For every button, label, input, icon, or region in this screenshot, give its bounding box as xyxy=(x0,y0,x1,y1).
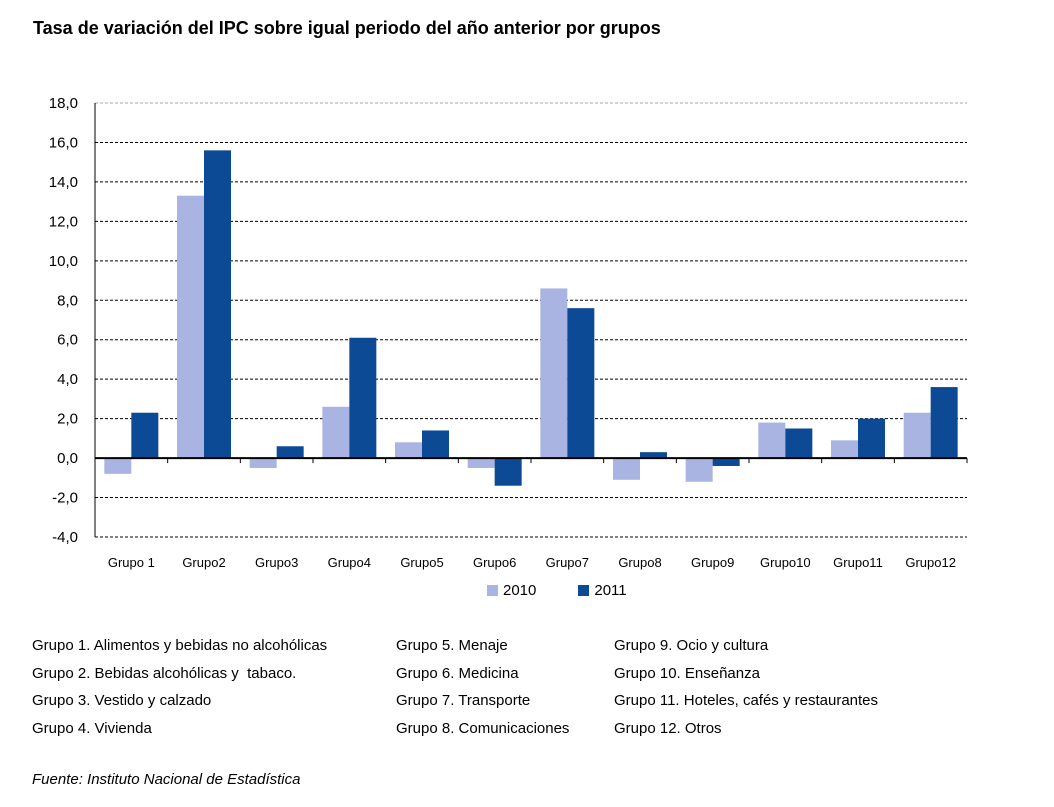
legend-label-2011: 2011 xyxy=(594,582,627,599)
x-tick-label: Grupo10 xyxy=(760,555,811,570)
bar-2010 xyxy=(831,440,858,459)
bar-chart: -4,0 -2,0 0,0 2,0 4,0 6,0 8,0 10,0 12,0 14,0 16,0 1… xyxy=(49,95,968,570)
x-tick-label: Grupo6 xyxy=(473,555,516,570)
bar-2011 xyxy=(131,412,159,459)
bar-2011 xyxy=(858,418,885,459)
group-note: Grupo 9. Ocio y cultura xyxy=(614,637,769,654)
y-tick-label: 10,0 xyxy=(49,253,78,270)
bar-2011 xyxy=(494,458,522,486)
x-tick-label: Grupo4 xyxy=(328,555,371,570)
bar-2011 xyxy=(349,337,377,459)
x-tick-label: Grupo5 xyxy=(400,555,443,570)
chart-title: Tasa de variación del IPC sobre igual pe… xyxy=(33,18,661,38)
x-tick-label: Grupo 1 xyxy=(108,555,155,570)
legend-swatch-2011 xyxy=(578,585,590,596)
y-tick-label: 4,0 xyxy=(57,371,78,388)
bar-2010 xyxy=(467,458,495,468)
bar-2011 xyxy=(712,458,740,466)
bar-2010 xyxy=(613,458,640,480)
y-tick-label: 14,0 xyxy=(49,174,78,191)
bar-2010 xyxy=(540,288,568,459)
bar-2011 xyxy=(567,308,595,459)
legend-item-2011: 2011 xyxy=(578,582,627,599)
group-note: Grupo 6. Medicina xyxy=(396,664,519,682)
bar-2010 xyxy=(685,458,713,482)
bar-2011 xyxy=(204,150,231,459)
group-notes-col1: Grupo 1. Alimentos y bebidas no alcohóli… xyxy=(32,632,327,742)
y-tick-label: 18,0 xyxy=(49,95,78,112)
group-note: Grupo 2. Bebidas alcohólicas y tabaco. xyxy=(32,664,297,682)
group-note: Grupo 7. Transporte xyxy=(396,692,531,709)
x-tick-label: Grupo11 xyxy=(833,555,883,570)
group-note: Grupo 8. Comunicaciones xyxy=(396,719,570,737)
group-note: Grupo 11. Hoteles, cafés y restaurantes xyxy=(614,692,879,709)
bar-2011 xyxy=(422,430,449,459)
group-note: Grupo 10. Enseñanza xyxy=(614,664,760,682)
legend-label-2010: 2010 xyxy=(503,582,537,599)
x-tick-label: Grupo9 xyxy=(691,555,734,570)
y-tick-label: 2,0 xyxy=(57,411,78,428)
legend-swatch-2010 xyxy=(487,585,498,596)
group-note: Grupo 4. Vivienda xyxy=(32,719,152,737)
bar-2011 xyxy=(640,452,667,459)
bar-2011 xyxy=(785,428,813,459)
x-tick-label: Grupo12 xyxy=(905,555,956,570)
x-tick-label: Grupo7 xyxy=(546,555,589,570)
bar-2010 xyxy=(177,195,204,459)
y-tick-label: -2,0 xyxy=(52,490,78,507)
y-tick-label: 12,0 xyxy=(49,213,78,230)
group-note: Grupo 3. Vestido y calzado xyxy=(32,692,212,709)
group-notes-col2: Grupo 5. Menaje Grupo 6. Medicina Grupo … xyxy=(396,632,569,742)
group-note: Grupo 1. Alimentos y bebidas no alcohóli… xyxy=(32,637,328,654)
bar-2010 xyxy=(249,458,277,468)
bar-2010 xyxy=(903,412,931,459)
bar-2011 xyxy=(276,446,304,459)
y-tick-label: 8,0 xyxy=(57,292,78,309)
group-note: Grupo 5. Menaje xyxy=(396,637,508,654)
y-tick-label: -4,0 xyxy=(52,529,78,546)
bar-2011 xyxy=(930,387,958,459)
chart-legend: 2010 2011 xyxy=(487,582,669,599)
x-tick-label: Grupo3 xyxy=(255,555,298,570)
source-note: Fuente: Instituto Nacional de Estadístic… xyxy=(32,771,301,788)
y-tick-label: 16,0 xyxy=(49,134,78,151)
bar-2010 xyxy=(758,422,786,459)
x-tick-label: Grupo2 xyxy=(182,555,225,570)
bar-2010 xyxy=(104,458,132,474)
bar-2010 xyxy=(322,406,350,459)
y-tick-label: 6,0 xyxy=(57,332,78,349)
bar-2010 xyxy=(395,442,422,459)
group-notes-col3: Grupo 9. Ocio y cultura Grupo 10. Enseña… xyxy=(614,632,878,742)
group-note: Grupo 12. Otros xyxy=(614,719,722,737)
x-tick-label: Grupo8 xyxy=(618,555,661,570)
y-tick-label: 0,0 xyxy=(57,450,78,467)
legend-item-2010: 2010 xyxy=(487,582,536,599)
